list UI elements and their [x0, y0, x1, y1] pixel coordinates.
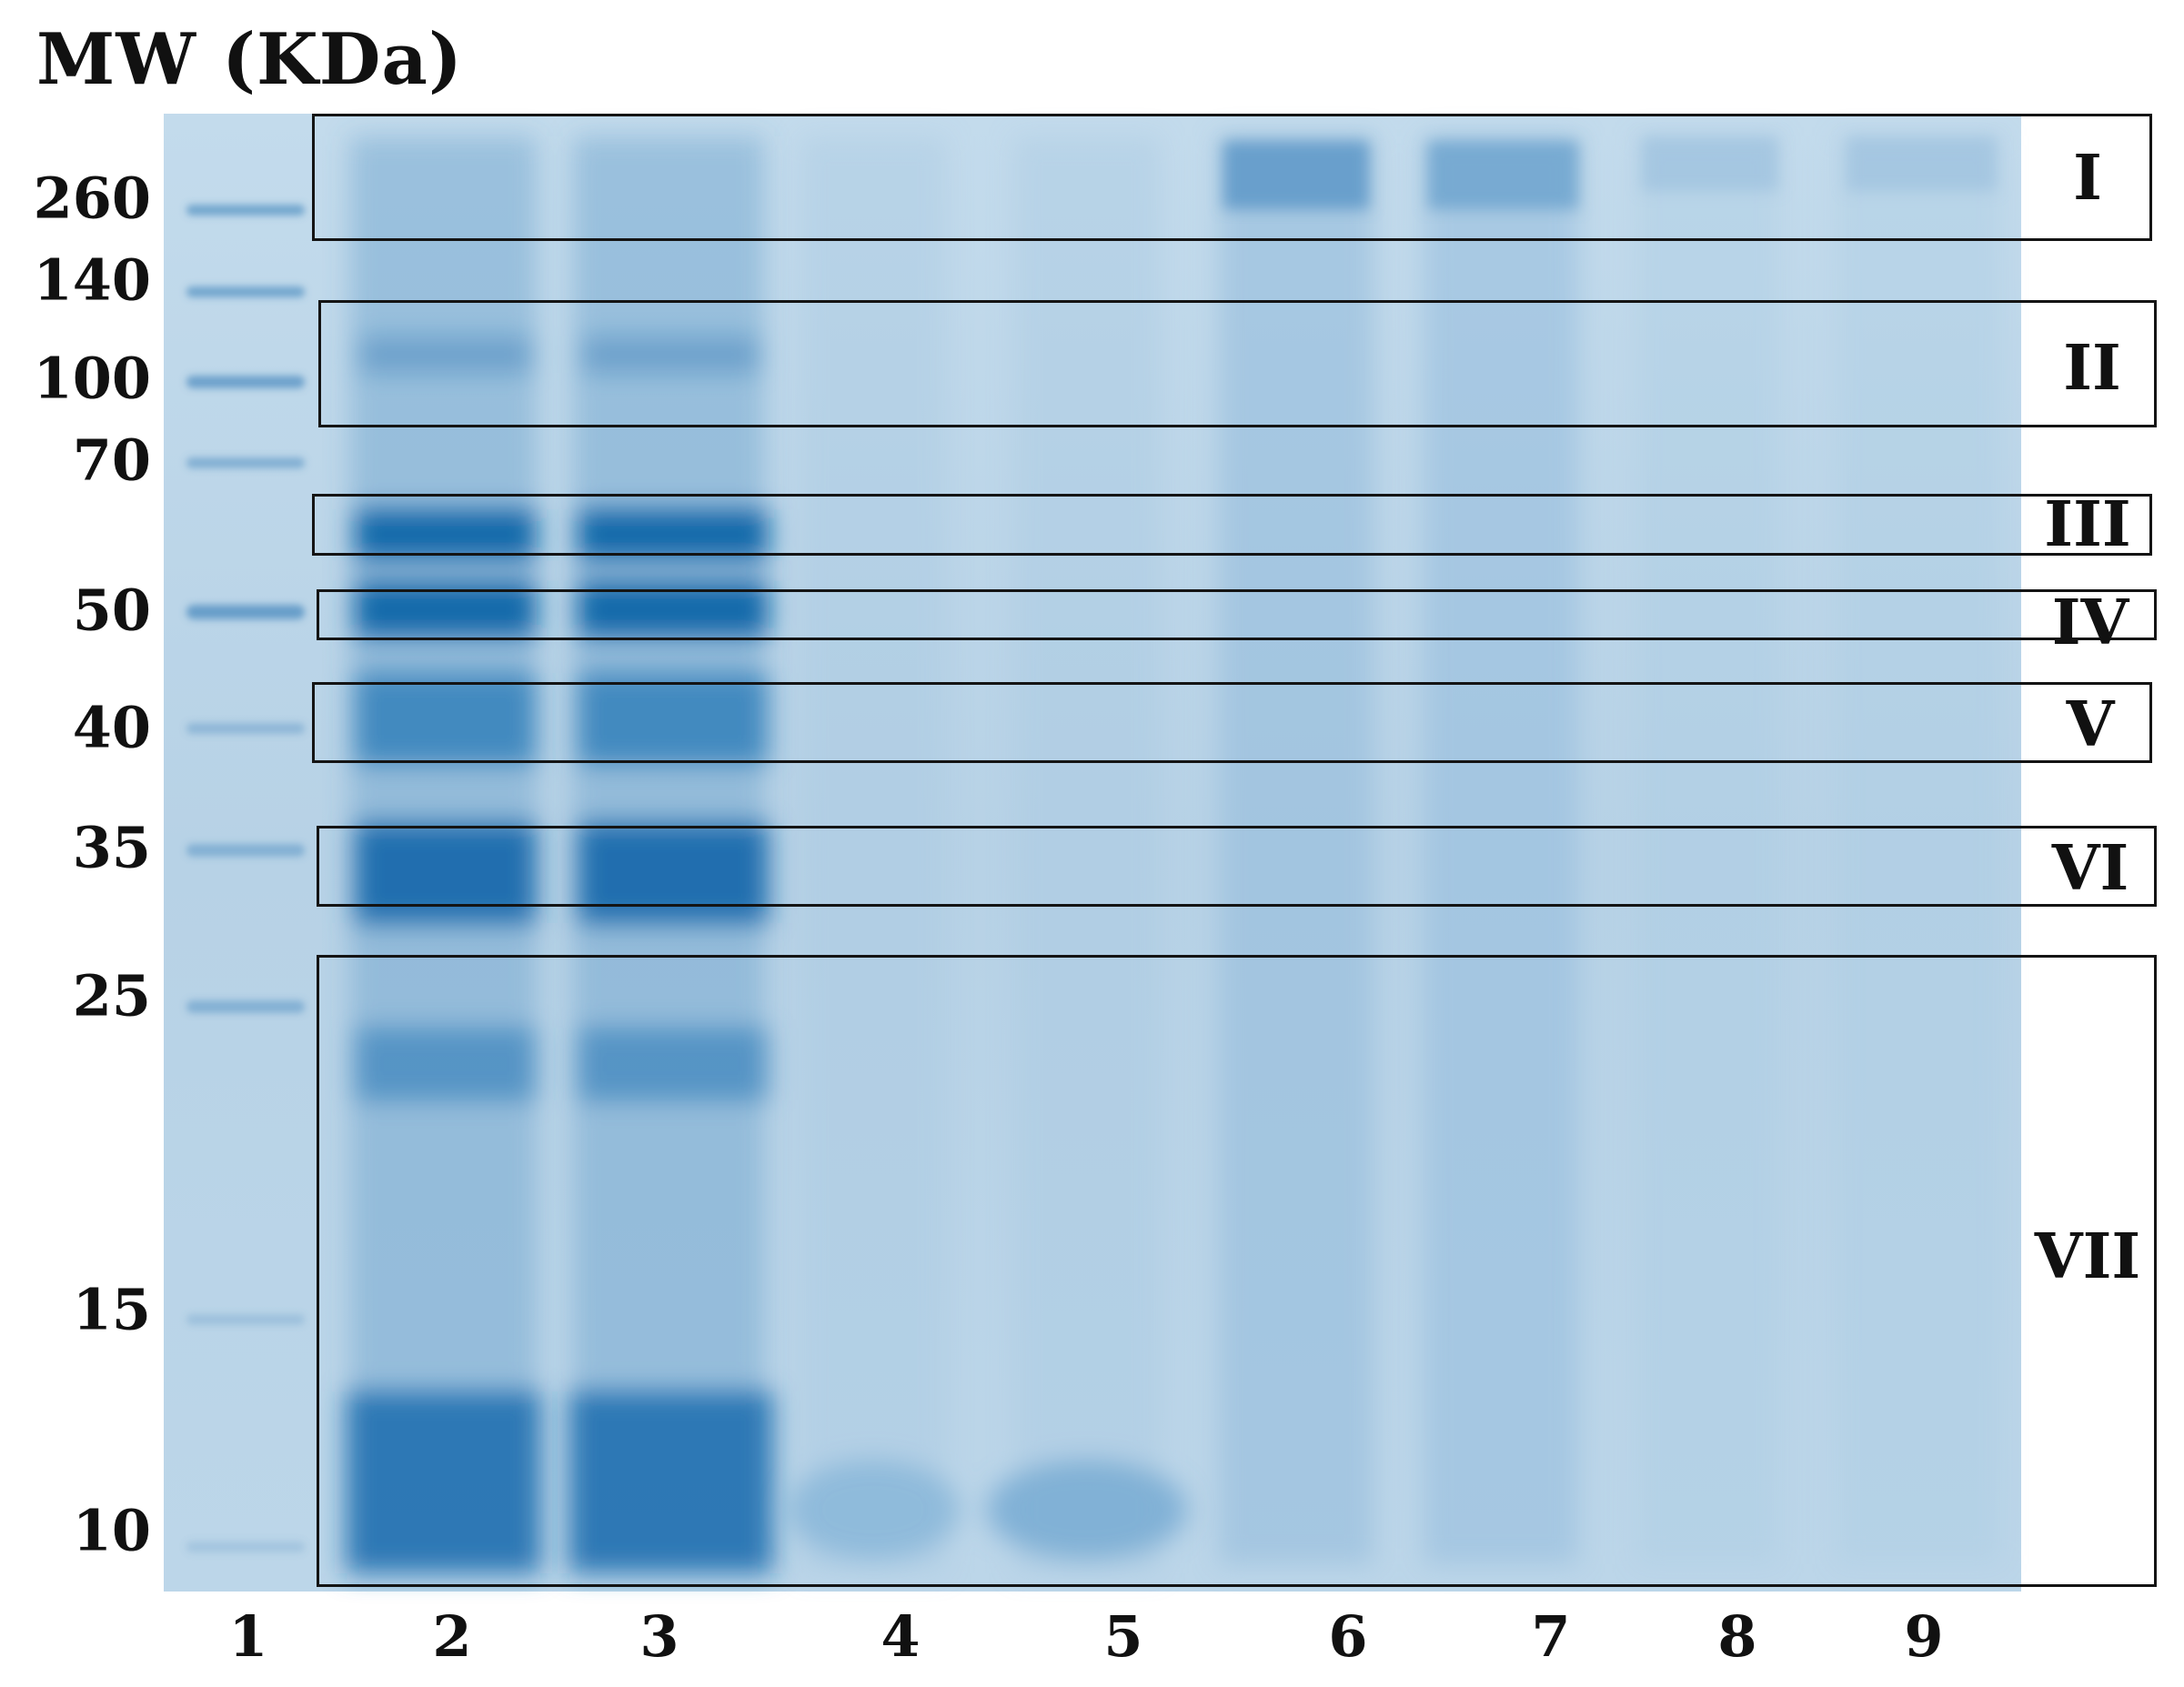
mw-marker-140: 140	[33, 246, 151, 314]
mw-marker-40: 40	[72, 694, 151, 761]
mw-marker-100: 100	[33, 345, 151, 412]
lane-number-1: 1	[228, 1603, 268, 1670]
lane-2-smear	[346, 136, 541, 1573]
region-label-iii: III	[2044, 488, 2131, 561]
region-box-i	[312, 114, 2152, 241]
lane-number-8: 8	[1717, 1603, 1757, 1670]
region-box-iii	[312, 494, 2152, 556]
lane-number-2: 2	[432, 1603, 472, 1670]
region-box-iv	[317, 589, 2157, 640]
region-label-vi: VI	[2051, 832, 2129, 905]
mw-marker-25: 25	[72, 962, 151, 1029]
lanes-6-9	[1219, 136, 2001, 1564]
mw-marker-10: 10	[72, 1497, 151, 1564]
lane-number-7: 7	[1531, 1603, 1571, 1670]
lanes-4-5-faint	[787, 136, 1187, 1573]
lane-number-4: 4	[881, 1603, 921, 1670]
mw-marker-35: 35	[72, 814, 151, 881]
lane-number-5: 5	[1103, 1603, 1143, 1670]
mw-marker-260: 260	[33, 165, 151, 232]
marker-ladder	[186, 205, 305, 1552]
region-box-v	[312, 682, 2152, 763]
region-box-ii	[318, 300, 2157, 427]
region-label-ii: II	[2063, 332, 2121, 405]
lanes-6-9-top-bands	[1223, 136, 1997, 209]
region-box-vii	[317, 955, 2157, 1587]
mw-marker-15: 15	[72, 1276, 151, 1343]
lane-number-3: 3	[639, 1603, 679, 1670]
region-label-v: V	[2066, 688, 2115, 761]
y-axis-title: MW (KDa)	[36, 18, 463, 101]
lane-3-smear	[569, 136, 773, 1573]
lane-number-9: 9	[1904, 1603, 1944, 1670]
mw-marker-50: 50	[72, 577, 151, 644]
region-label-vii: VII	[2034, 1220, 2141, 1293]
mw-marker-70: 70	[72, 427, 151, 494]
region-label-i: I	[2073, 142, 2102, 215]
region-box-vi	[317, 826, 2157, 907]
region-label-iv: IV	[2051, 587, 2129, 659]
lane-number-6: 6	[1328, 1603, 1368, 1670]
